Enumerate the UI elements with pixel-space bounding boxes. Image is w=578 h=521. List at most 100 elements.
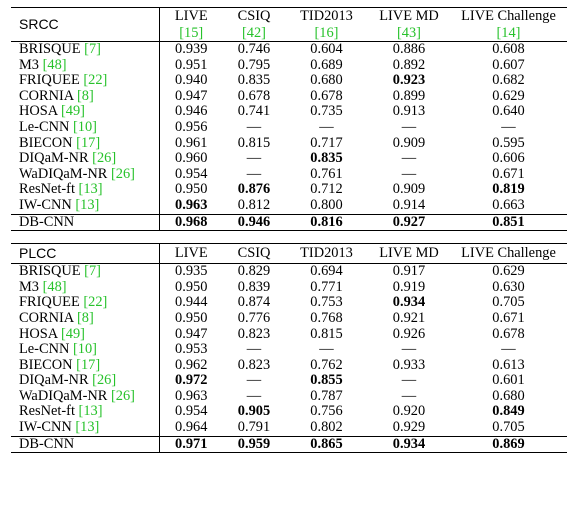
table-cell: —	[246, 388, 262, 404]
citation-link: [7]	[84, 41, 101, 57]
table-row: Le-CNN [10] 0.953— — — —	[11, 342, 567, 358]
table-cell: 0.608	[450, 40, 567, 58]
table-row: M3 [48] 0.951 0.795 0.689 0.892 0.607	[11, 57, 567, 74]
spacer-cell	[11, 231, 567, 244]
table-cell: 0.914	[392, 197, 426, 213]
citation-link: [14]	[496, 25, 521, 41]
table-cell: 0.607	[492, 57, 525, 73]
method-name: HOSA [49]	[11, 327, 159, 343]
table-cell: 0.950	[158, 310, 223, 327]
results-table: SRCC LIVE CSIQ TID2013 LIVE MD LIVE Challenge…	[11, 7, 567, 454]
method-label: HOSA	[19, 326, 61, 342]
method-name: CORNIA [8]	[11, 311, 159, 327]
method-name: WaDIQaM-NR [26]	[11, 167, 159, 183]
column-header: TID2013	[285, 243, 368, 264]
method-name: ResNet-ft [13]	[11, 182, 159, 198]
method-name: DB-CNN	[11, 213, 159, 232]
column-citation: [42]	[223, 25, 285, 42]
column-citation: [43]	[368, 25, 450, 42]
column-header: CSIQ	[223, 7, 285, 25]
table-cell: 0.791	[237, 420, 271, 436]
table-cell: 0.971	[158, 435, 223, 454]
table-cell: 0.917	[368, 263, 450, 280]
table-row: M3 [48] 0.950 0.839 0.771 0.919 0.630	[11, 279, 567, 296]
table-cell: 0.874	[237, 295, 271, 311]
method-name: Le-CNN [10]	[11, 120, 159, 136]
method-label: CORNIA	[19, 88, 77, 104]
method-label: BRISQUE	[19, 263, 85, 280]
method-name: CORNIA [8]	[11, 89, 159, 105]
citation-link: [26]	[110, 388, 135, 404]
table-cell: 0.678	[237, 88, 271, 104]
column-header: LIVE MD	[368, 243, 450, 264]
table-cell: 0.606	[492, 151, 525, 167]
citation-link: [13]	[75, 420, 100, 436]
table-cell: 0.926	[392, 326, 426, 342]
method-label: BIECON	[19, 357, 77, 373]
plcc-header-row: PLCC LIVE CSIQ TID2013 LIVE MD LIVE Challenge	[11, 243, 567, 264]
table-cell: 0.835	[310, 151, 343, 167]
table-row: DIQaM-NR [26] 0.972—0.855—0.601	[11, 373, 567, 389]
method-label: IW-CNN	[19, 420, 76, 436]
table-cell: 0.705	[492, 420, 525, 436]
plcc-metric-label: PLCC	[11, 243, 159, 264]
table-cell: 0.923	[392, 73, 426, 89]
table-cell: 0.913	[392, 104, 426, 120]
table-cell: —	[246, 166, 262, 182]
method-label: ResNet-ft	[19, 182, 79, 198]
table-row: BIECON [17] 0.962 0.823 0.762 0.933 0.613	[11, 357, 567, 374]
table-cell: 0.905	[237, 404, 271, 420]
table-cell: 0.920	[392, 404, 426, 420]
table-cell: —	[401, 388, 417, 404]
table-cell: 0.950	[158, 279, 223, 296]
method-label: WaDIQaM-NR	[19, 166, 111, 182]
method-name: IW-CNN [13]	[11, 198, 159, 214]
table-cell: 0.963	[158, 388, 223, 405]
table-cell: 0.756	[310, 404, 343, 420]
table-row: HOSA [49] 0.946 0.741 0.735 0.913 0.640	[11, 104, 567, 120]
table-cell: 0.678	[492, 326, 525, 342]
table-cell: —	[246, 373, 262, 389]
table-cell: —	[319, 119, 334, 135]
method-name: M3 [48]	[11, 58, 159, 74]
citation-link: [49]	[60, 104, 85, 120]
citation-link: [48]	[42, 57, 67, 73]
citation-link: [22]	[83, 73, 108, 89]
srcc-final-row: DB-CNN 0.968 0.946 0.816 0.927 0.851	[11, 213, 567, 232]
column-header: CSIQ	[223, 243, 285, 264]
table-cell: 0.956	[158, 119, 223, 136]
table-cell: 0.680	[492, 388, 525, 404]
table-cell: 0.947	[158, 88, 223, 105]
column-header: TID2013	[285, 7, 368, 25]
column-header: LIVE MD	[368, 7, 450, 25]
table-cell: —	[401, 373, 417, 389]
method-name: BRISQUE [7]	[11, 40, 159, 58]
table-cell: 0.849	[492, 404, 525, 420]
method-name: BIECON [17]	[11, 136, 159, 152]
citation-link: [8]	[76, 310, 94, 326]
table-cell: 0.776	[237, 310, 271, 326]
table-cell: 0.944	[158, 295, 223, 311]
table-cell: 0.717	[310, 135, 343, 151]
table-cell: —	[401, 119, 417, 135]
table-cell: 0.959	[223, 435, 285, 454]
plcc-final-row: DB-CNN 0.971 0.959 0.865 0.934 0.869	[11, 435, 567, 454]
table-cell: 0.795	[237, 57, 271, 73]
citation-link: [16]	[314, 25, 339, 41]
table-cell: 0.601	[492, 373, 525, 389]
method-label: BIECON	[19, 135, 77, 151]
table-cell: 0.746	[223, 40, 285, 58]
method-label: DIQaM-NR	[19, 151, 93, 167]
table-row: ResNet-ft [13] 0.950 0.876 0.712 0.909 0.819	[11, 182, 567, 198]
method-label: M3	[19, 279, 43, 295]
table-row: DIQaM-NR [26] 0.960—0.835—0.606	[11, 151, 567, 167]
method-name: IW-CNN [13]	[11, 420, 159, 436]
table-cell: 0.671	[492, 166, 525, 182]
table-cell: 0.761	[310, 166, 343, 182]
table-cell: 0.839	[237, 279, 271, 295]
table-cell: 0.869	[450, 435, 567, 454]
method-label: ResNet-ft	[19, 404, 79, 420]
table-cell: 0.712	[310, 182, 343, 198]
table-cell: 0.629	[450, 263, 567, 280]
citation-link: [49]	[60, 326, 85, 342]
